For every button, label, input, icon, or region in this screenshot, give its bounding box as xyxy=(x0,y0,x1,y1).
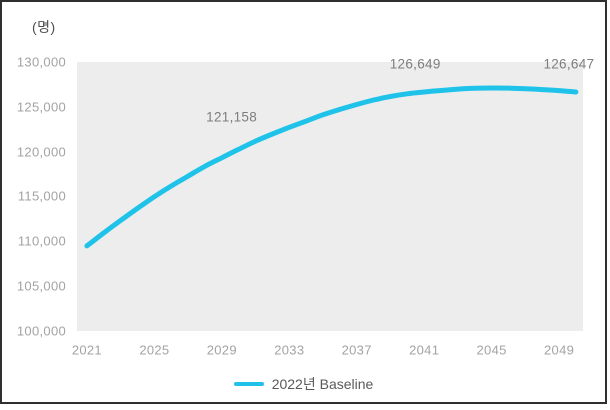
data-point-label: 126,647 xyxy=(543,56,595,72)
x-tick-label: 2041 xyxy=(409,342,440,358)
legend-label: 2022년 Baseline xyxy=(271,376,374,392)
data-point-label: 126,649 xyxy=(389,56,441,72)
legend: 2022년 Baseline xyxy=(2,374,605,394)
y-tick-label: 130,000 xyxy=(16,54,66,70)
x-tick-label: 2045 xyxy=(476,342,507,358)
x-tick-label: 2033 xyxy=(274,342,305,358)
x-tick-label: 2021 xyxy=(71,342,102,358)
legend-line-swatch xyxy=(233,382,264,386)
y-tick-label: 125,000 xyxy=(16,99,66,115)
x-tick-label: 2025 xyxy=(139,342,170,358)
y-tick-label: 120,000 xyxy=(16,144,66,159)
x-tick-label: 2049 xyxy=(544,342,575,358)
y-tick-label: 105,000 xyxy=(16,278,66,294)
y-tick-label: 115,000 xyxy=(17,188,66,204)
y-tick-label: 110,000 xyxy=(17,233,66,249)
x-tick-label: 2029 xyxy=(206,342,237,358)
x-tick-label: 2037 xyxy=(341,342,372,358)
y-tick-label: 100,000 xyxy=(16,323,66,338)
line-chart-svg xyxy=(84,85,579,249)
baseline-series-line xyxy=(84,85,579,249)
y-axis-unit-label: (명) xyxy=(32,19,56,35)
plot-area xyxy=(77,62,583,331)
data-point-label: 121,158 xyxy=(206,109,258,125)
